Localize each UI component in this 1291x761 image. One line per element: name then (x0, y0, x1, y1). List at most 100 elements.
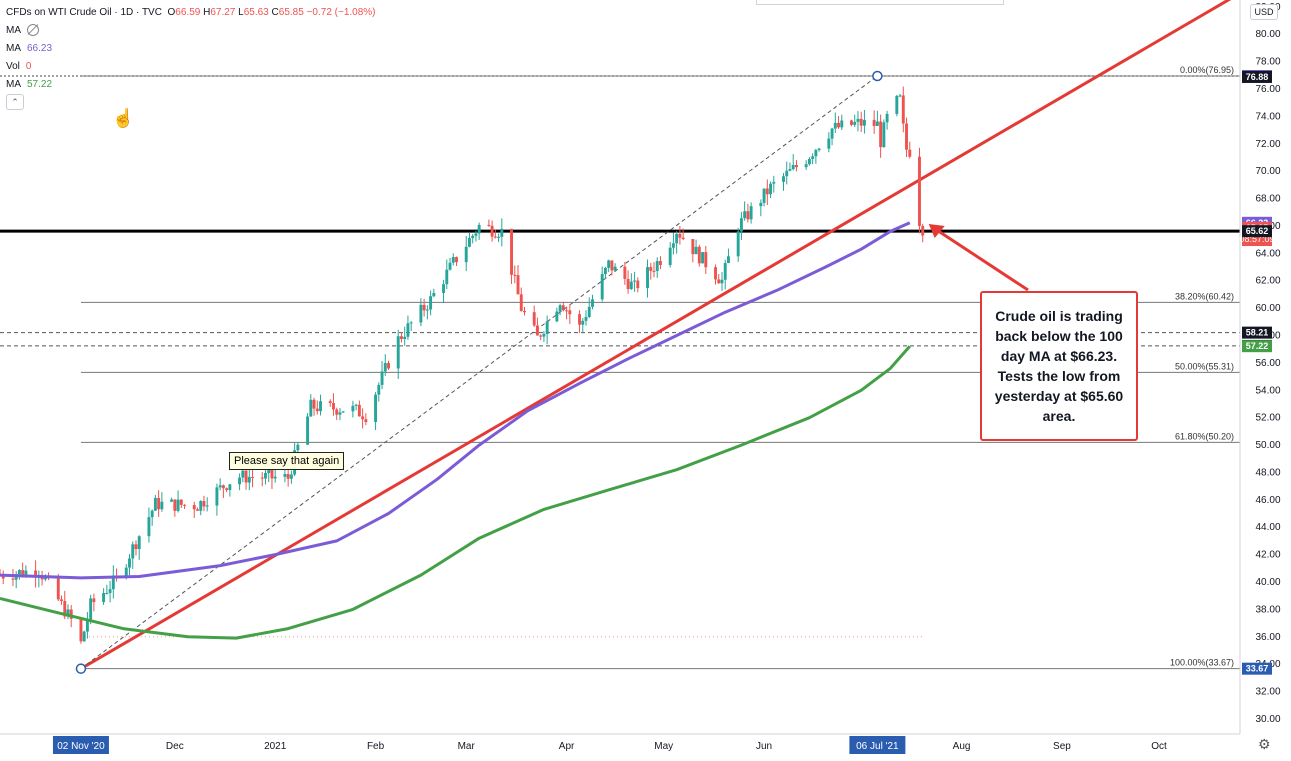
candle-body (603, 267, 607, 275)
fib-level-label: 100.00%(33.67) (1170, 658, 1234, 668)
candle-body (312, 399, 316, 409)
annotation-arrow (935, 228, 1029, 292)
candle-body (895, 95, 899, 114)
high-value: 67.27 (210, 7, 236, 18)
candle-body (108, 589, 112, 593)
x-axis-panel (0, 734, 1291, 761)
candle-body (850, 120, 853, 125)
candle-body (568, 310, 572, 315)
gear-icon[interactable]: ⚙ (1258, 736, 1271, 752)
price-label-text: 33.67 (1246, 664, 1269, 674)
candle-body (105, 592, 109, 594)
x-tick-label: Feb (367, 741, 385, 752)
candle-body (493, 236, 497, 238)
candle-body (523, 310, 526, 313)
currency-selector[interactable]: USD (1250, 4, 1278, 20)
candle-body (827, 138, 831, 149)
candle-body (791, 164, 795, 170)
candle-body (21, 570, 25, 576)
candle-body (228, 484, 232, 491)
candle-body (785, 170, 789, 177)
trendline (80, 75, 878, 670)
candle-body (671, 243, 675, 248)
candle-body (856, 118, 860, 122)
candle-body (859, 118, 863, 126)
candle-body (613, 266, 617, 271)
candle-body (477, 224, 481, 234)
collapse-legend-button[interactable]: ⌃ (6, 94, 24, 110)
candle-body (351, 405, 355, 412)
indicator-value: 57.22 (27, 79, 53, 90)
y-tick-label: 52.00 (1255, 413, 1280, 424)
annotation-callout[interactable]: Crude oil is trading back below the 100 … (980, 291, 1138, 441)
top-panel-edge (756, 0, 1004, 5)
candle-body (92, 598, 96, 603)
chart-legend: CFDs on WTI Crude Oil · 1D · TVC O66.59 … (6, 4, 376, 94)
candle-body (516, 275, 520, 295)
ma-200-line (0, 345, 911, 640)
candle-body (60, 599, 63, 602)
y-axis-panel (1240, 0, 1291, 761)
symbol-title[interactable]: CFDs on WTI Crude Oil · 1D · TVC (6, 7, 162, 18)
hidden-eye-icon[interactable] (27, 24, 39, 37)
candle-body (1, 575, 5, 579)
fib-level-label: 50.00%(55.31) (1175, 361, 1234, 371)
y-tick-label: 30.00 (1255, 714, 1280, 725)
candle-body (872, 119, 876, 126)
candle-body (66, 609, 70, 617)
candle-body (646, 267, 649, 289)
candle-body (727, 256, 730, 264)
candle-body (319, 401, 322, 412)
candle-body (251, 476, 254, 478)
indicator-vol[interactable]: Vol 0 (6, 58, 376, 76)
candle-body (432, 292, 436, 297)
candle-body (714, 267, 717, 280)
candle-body (406, 323, 410, 337)
candle-body (241, 470, 245, 478)
y-tick-label: 40.00 (1255, 577, 1280, 588)
indicator-ma-1[interactable]: MA (6, 22, 376, 40)
price-label-box (1242, 326, 1272, 339)
price-label-box (1242, 340, 1272, 353)
candle-body (205, 505, 209, 507)
pivot-marker (872, 70, 883, 82)
indicator-ma-2[interactable]: MA 66.23 (6, 40, 376, 58)
candle-body (584, 316, 588, 321)
candle-body (328, 401, 332, 404)
candle-body (668, 247, 672, 265)
ohlc-row: CFDs on WTI Crude Oil · 1D · TVC O66.59 … (6, 4, 376, 22)
price-label-countdown: 08:57:09 (1239, 234, 1274, 244)
candle-body (701, 252, 705, 264)
candle-body (238, 477, 242, 485)
candle-body (341, 411, 345, 413)
candle-body (43, 577, 47, 580)
candle-body (545, 321, 549, 334)
candle-body (442, 284, 446, 293)
y-tick-label: 46.00 (1255, 495, 1280, 506)
candle-body (79, 618, 83, 642)
y-tick-label: 70.00 (1255, 166, 1280, 177)
candle-body (736, 231, 740, 257)
candle-body (655, 261, 659, 271)
candle-body (179, 499, 183, 505)
annotation-arrowhead (928, 224, 945, 239)
candle-body (587, 306, 591, 317)
indicator-ma-3[interactable]: MA 57.22 (6, 76, 376, 94)
candle-body (11, 578, 15, 580)
candle-body (636, 280, 640, 289)
candle-body (807, 158, 811, 165)
y-tick-label: 38.00 (1255, 604, 1280, 615)
x-tick-label: Apr (559, 741, 575, 752)
indicator-label: MA (6, 25, 21, 36)
candle-body (283, 474, 287, 477)
candle-body (445, 269, 449, 285)
candle-body (581, 320, 585, 325)
candle-body (853, 121, 857, 125)
candle-body (289, 474, 293, 479)
indicator-label: MA (6, 43, 21, 54)
candle-body (89, 598, 93, 620)
candle-body (759, 202, 763, 207)
indicator-value: 0 (25, 61, 32, 72)
candle-body (720, 279, 724, 284)
